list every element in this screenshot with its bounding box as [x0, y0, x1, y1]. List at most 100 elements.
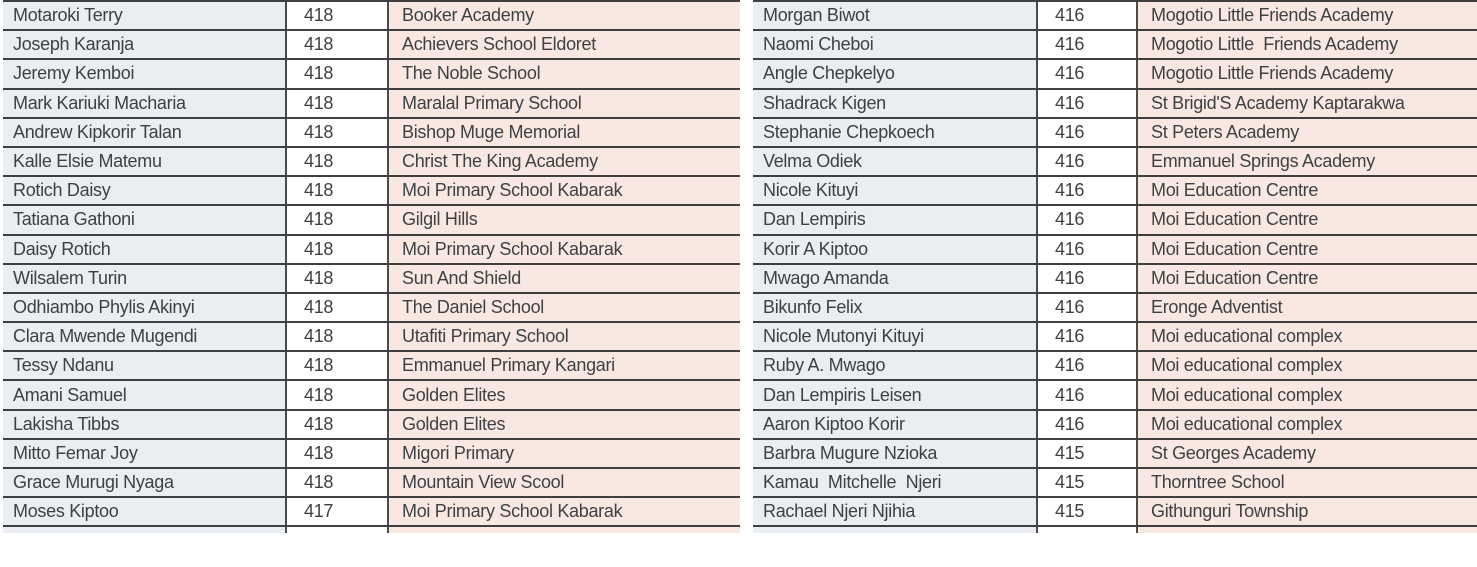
candidate-name-cell: Motaroki Terry [3, 2, 287, 30]
marks-cell: 418 [287, 206, 389, 234]
school-cell: Moi educational complex [1138, 410, 1477, 438]
marks-cell: 418 [287, 147, 389, 176]
school-cell: Mogotio Little Friends Academy [1138, 2, 1477, 30]
table-row: Motaroki Terry 418 Booker Academy [3, 2, 740, 32]
candidate-name-cell: Jeremy Kemboi [3, 60, 287, 88]
marks-cell: 416 [1038, 2, 1138, 30]
candidate-name-cell: Daisy Rotich [3, 235, 287, 263]
school-cell: Githunguri Township [1138, 498, 1477, 526]
marks-cell: 418 [287, 293, 389, 322]
candidate-name-cell: Nicole Kituyi [753, 177, 1038, 205]
school-cell: Moi Primary School Kabarak [389, 498, 740, 526]
table-row: Tessy Ndanu 418 Emmanuel Primary Kangari [3, 352, 740, 382]
candidate-name-cell [753, 527, 1038, 534]
school-cell: Moi Primary School Kabarak [389, 235, 740, 263]
table-row: Odhiambo Phylis Akinyi 418 The Daniel Sc… [3, 293, 740, 324]
table-row: Velma Odiek 416 Emmanuel Springs Academy [753, 147, 1477, 178]
candidate-name-cell: Ruby A. Mwago [753, 352, 1038, 380]
school-cell: Moi Education Centre [1138, 235, 1477, 263]
table-row: Mwago Amanda 416 Moi Education Centre [753, 264, 1477, 294]
school-cell: Emmanuel Primary Kangari [389, 352, 740, 380]
candidate-name-cell: Rotich Daisy [3, 177, 287, 205]
marks-cell: 415 [1038, 469, 1138, 497]
school-cell: Bishop Muge Memorial [389, 118, 740, 146]
candidate-name-cell: Korir A Kiptoo [753, 235, 1038, 263]
school-cell: St Georges Academy [1138, 439, 1477, 467]
candidate-name-cell: Clara Mwende Mugendi [3, 323, 287, 351]
table-row: Shadrack Kigen 416 St Brigid'S Academy K… [753, 89, 1477, 119]
table-row: Kamau Mitchelle Njeri 415 Thorntree Scho… [753, 469, 1477, 499]
candidate-name-cell: Mwago Amanda [753, 264, 1038, 292]
candidate-name-cell: Naomi Cheboi [753, 31, 1038, 59]
school-cell: Gilgil Hills [389, 206, 740, 234]
candidate-name-cell: Dan Lempiris [753, 206, 1038, 234]
table-row: Joseph Karanja 418 Achievers School Eldo… [3, 31, 740, 61]
table-row: Clara Mwende Mugendi 418 Utafiti Primary… [3, 323, 740, 353]
marks-cell: 417 [287, 498, 389, 526]
school-cell [389, 527, 740, 534]
table-row: Nicole Kituyi 416 Moi Education Centre [753, 177, 1477, 207]
school-cell: Moi Primary School Kabarak [389, 177, 740, 205]
marks-cell: 416 [1038, 206, 1138, 234]
school-cell: The Daniel School [389, 293, 740, 322]
school-cell: Golden Elites [389, 410, 740, 438]
table-row: Mitto Femar Joy 418 Migori Primary [3, 439, 740, 469]
marks-cell: 418 [287, 323, 389, 351]
table-row: Jeremy Kemboi 418 The Noble School [3, 60, 740, 90]
marks-cell: 418 [287, 235, 389, 263]
marks-cell: 416 [1038, 89, 1138, 117]
marks-cell: 416 [1038, 60, 1138, 88]
school-cell: The Noble School [389, 60, 740, 88]
results-table-right: Morgan Biwot 416 Mogotio Little Friends … [753, 0, 1477, 534]
table-row: Ruby A. Mwago 416 Moi educational comple… [753, 352, 1477, 382]
results-table-left: Motaroki Terry 418 Booker Academy Joseph… [3, 0, 740, 534]
school-cell: Utafiti Primary School [389, 323, 740, 351]
candidate-name-cell: Bikunfo Felix [753, 293, 1038, 322]
marks-cell: 418 [287, 381, 389, 409]
table-row: Amani Samuel 418 Golden Elites [3, 381, 740, 411]
candidate-name-cell: Moses Kiptoo [3, 498, 287, 526]
table-row: Dan Lempiris 416 Moi Education Centre [753, 206, 1477, 236]
table-row: Aaron Kiptoo Korir 416 Moi educational c… [753, 410, 1477, 440]
marks-cell: 418 [287, 264, 389, 292]
table-row: Rotich Daisy 418 Moi Primary School Kaba… [3, 177, 740, 207]
marks-cell: 418 [287, 469, 389, 497]
candidate-name-cell: Velma Odiek [753, 147, 1038, 176]
marks-cell: 416 [1038, 118, 1138, 146]
marks-cell: 418 [287, 2, 389, 30]
candidate-name-cell: Dan Lempiris Leisen [753, 381, 1038, 409]
marks-cell: 418 [287, 410, 389, 438]
candidate-name-cell: Angle Chepkelyo [753, 60, 1038, 88]
school-cell: St Brigid'S Academy Kaptarakwa [1138, 89, 1477, 117]
school-cell: Mogotio Little Friends Academy [1138, 31, 1477, 59]
marks-cell: 416 [1038, 235, 1138, 263]
table-row: Mark Kariuki Macharia 418 Maralal Primar… [3, 89, 740, 119]
school-cell: Moi Education Centre [1138, 264, 1477, 292]
school-cell: Mountain View Scool [389, 469, 740, 497]
marks-cell [1038, 527, 1138, 534]
school-cell: Christ The King Academy [389, 147, 740, 176]
table-row: Rachael Njeri Njihia 415 Githunguri Town… [753, 498, 1477, 528]
marks-cell: 416 [1038, 352, 1138, 380]
school-cell: Moi educational complex [1138, 323, 1477, 351]
school-cell: Migori Primary [389, 439, 740, 467]
table-row: Tatiana Gathoni 418 Gilgil Hills [3, 206, 740, 236]
marks-cell: 418 [287, 118, 389, 146]
candidate-name-cell: Tatiana Gathoni [3, 206, 287, 234]
candidate-name-cell: Barbra Mugure Nzioka [753, 439, 1038, 467]
table-row [753, 527, 1477, 534]
school-cell: Moi Education Centre [1138, 177, 1477, 205]
candidate-name-cell: Odhiambo Phylis Akinyi [3, 293, 287, 322]
candidate-name-cell: Wilsalem Turin [3, 264, 287, 292]
candidate-name-cell: Shadrack Kigen [753, 89, 1038, 117]
table-row: Daisy Rotich 418 Moi Primary School Kaba… [3, 235, 740, 265]
table-row: Andrew Kipkorir Talan 418 Bishop Muge Me… [3, 118, 740, 148]
table-row: Dan Lempiris Leisen 416 Moi educational … [753, 381, 1477, 411]
candidate-name-cell: Amani Samuel [3, 381, 287, 409]
marks-cell: 418 [287, 89, 389, 117]
school-cell: Thorntree School [1138, 469, 1477, 497]
candidate-name-cell: Grace Murugi Nyaga [3, 469, 287, 497]
school-cell [1138, 527, 1477, 534]
candidate-name-cell: Aaron Kiptoo Korir [753, 410, 1038, 438]
table-row: Morgan Biwot 416 Mogotio Little Friends … [753, 2, 1477, 32]
